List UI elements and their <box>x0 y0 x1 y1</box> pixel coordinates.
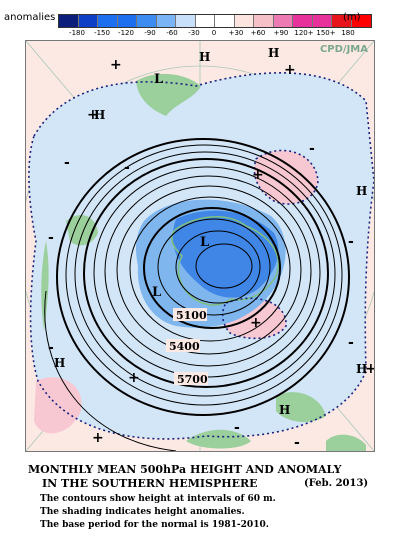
high-marker: H <box>94 108 105 122</box>
positive-marker: + <box>284 62 296 78</box>
caption-title-line2: IN THE SOUTHERN HEMISPHERE <box>42 477 258 490</box>
low-marker: L <box>154 72 163 87</box>
legend-tick: -90 <box>144 29 156 37</box>
contour-label: 5400 <box>169 340 200 353</box>
legend-swatch <box>332 15 352 27</box>
positive-marker: + <box>365 361 374 377</box>
legend-swatch <box>254 15 274 27</box>
negative-marker: - <box>294 435 300 451</box>
land-masses <box>41 73 366 451</box>
legend-tick: -180 <box>69 29 85 37</box>
anomaly-legend: anomalies -180 -150 -120 -90 -60 -30 0 +… <box>0 0 400 40</box>
antarctica-outline <box>171 216 280 306</box>
anomaly-markers: + + + + + + + + - - - - - - - - - <box>48 57 374 451</box>
positive-marker: + <box>87 107 99 123</box>
legend-tick: +90 <box>273 29 289 37</box>
legend-swatch <box>351 15 371 27</box>
high-marker: H <box>356 362 367 376</box>
positive-marker: + <box>252 167 264 183</box>
low-marker: L <box>200 235 209 250</box>
legend-tick: 0 <box>211 29 217 37</box>
positive-marker: + <box>92 430 104 446</box>
legend-swatch <box>156 15 176 27</box>
legend-tick: -150 <box>94 29 110 37</box>
positive-marker: + <box>250 315 262 331</box>
height-contours <box>44 138 350 451</box>
legend-swatch <box>273 15 293 27</box>
contour-label-group: 5100 5400 5700 <box>166 308 208 386</box>
negative-marker: - <box>309 141 315 157</box>
map-credit: CPD/JMA <box>319 44 368 55</box>
contour-label: 5100 <box>176 309 207 322</box>
caption-date: (Feb. 2013) <box>304 478 369 489</box>
legend-swatch <box>195 15 215 27</box>
legend-swatch <box>176 15 196 27</box>
negative-marker: - <box>124 160 130 176</box>
high-marker: H <box>268 46 279 60</box>
legend-swatch <box>312 15 332 27</box>
legend-unit: (m) <box>343 12 361 23</box>
positive-marker: + <box>128 370 140 386</box>
high-marker: H <box>356 184 367 198</box>
legend-tick: +30 <box>228 29 244 37</box>
caption-note: The shading indicates height anomalies. <box>40 507 245 517</box>
caption-title-line1: MONTHLY MEAN 500hPa HEIGHT AND ANOMALY <box>28 463 342 476</box>
high-marker: H <box>199 50 210 64</box>
legend-tick: -60 <box>166 29 178 37</box>
map-canvas: 5100 5400 5700 H H H H H H H L L L + + +… <box>26 41 374 451</box>
hemisphere-map: 5100 5400 5700 H H H H H H H L L L + + +… <box>25 40 375 452</box>
legend-swatch <box>78 15 98 27</box>
contour-label: 5700 <box>177 373 208 386</box>
caption-note: The base period for the normal is 1981-2… <box>40 520 269 530</box>
negative-marker: - <box>348 234 354 250</box>
legend-swatch <box>117 15 137 27</box>
legend-tick: 180 <box>341 29 355 37</box>
positive-marker: + <box>110 57 122 73</box>
legend-label: anomalies <box>4 12 56 23</box>
legend-tick: 120+ <box>294 29 314 37</box>
legend-swatch <box>59 15 79 27</box>
legend-swatch <box>215 15 235 27</box>
pressure-markers: H H H H H H H L L L <box>54 46 367 417</box>
high-marker: H <box>279 403 290 417</box>
legend-tick: 150+ <box>316 29 336 37</box>
legend-swatch <box>234 15 254 27</box>
legend-tick: -120 <box>118 29 134 37</box>
low-marker: L <box>152 285 161 300</box>
legend-tick: +60 <box>250 29 266 37</box>
negative-marker: - <box>348 335 354 351</box>
legend-tick: -30 <box>188 29 200 37</box>
negative-marker: - <box>48 230 54 246</box>
negative-marker: - <box>234 420 240 436</box>
negative-marker: - <box>48 340 54 356</box>
negative-marker: - <box>64 155 70 171</box>
legend-swatch <box>137 15 157 27</box>
high-marker: H <box>54 356 65 370</box>
caption-note: The contours show height at intervals of… <box>40 494 276 504</box>
legend-swatch <box>293 15 313 27</box>
legend-tick-labels: -180 -150 -120 -90 -60 -30 0 +30 +60 +90… <box>58 29 372 40</box>
legend-color-bar <box>58 14 372 28</box>
legend-swatch <box>98 15 118 27</box>
